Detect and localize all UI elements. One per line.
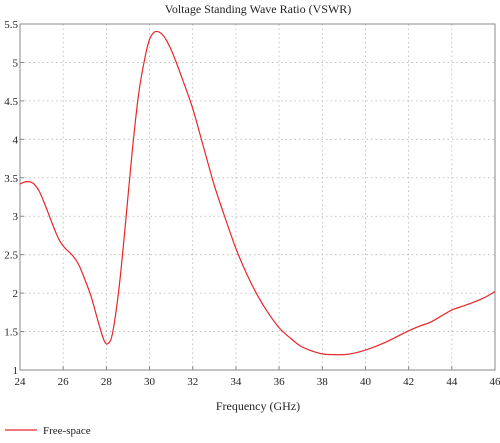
legend-label-free-space: Free-space	[43, 425, 91, 437]
y-tick-label: 2.5	[4, 250, 18, 262]
axis-ticks: 24 26 28 30 32 34 36 38 40 42 44 46 1 1.5 2 2.5 3 3.5 4 4.5…	[4, 19, 500, 388]
x-tick-label: 28	[101, 376, 113, 388]
y-tick-label: 1	[13, 365, 19, 377]
y-tick-label: 4.5	[4, 96, 18, 108]
x-tick-label: 46	[490, 376, 500, 388]
y-tick-label: 5	[13, 57, 19, 69]
plot-frame	[20, 24, 495, 370]
y-tick-label: 3	[13, 211, 19, 223]
x-tick-label: 36	[274, 376, 286, 388]
x-tick-label: 26	[58, 376, 70, 388]
x-tick-label: 30	[144, 376, 156, 388]
legend: Free-space	[5, 425, 91, 437]
x-tick-label: 42	[403, 376, 414, 388]
y-tick-label: 2	[13, 288, 19, 300]
y-tick-label: 1.5	[4, 327, 18, 339]
y-tick-label: 3.5	[4, 173, 18, 185]
series-layer	[20, 31, 495, 354]
grid-lines	[20, 24, 495, 370]
x-tick-label: 44	[446, 376, 458, 388]
x-tick-label: 24	[15, 376, 27, 388]
x-axis-title: Frequency (GHz)	[216, 399, 300, 413]
y-tick-label: 4	[13, 134, 19, 146]
chart-title: Voltage Standing Wave Ratio (VSWR)	[165, 2, 352, 16]
y-tick-label: 5.5	[4, 19, 18, 31]
x-tick-label: 34	[230, 376, 242, 388]
x-tick-label: 32	[187, 376, 198, 388]
x-tick-label: 40	[360, 376, 372, 388]
series-line-free-space	[20, 31, 495, 354]
x-tick-label: 38	[317, 376, 329, 388]
